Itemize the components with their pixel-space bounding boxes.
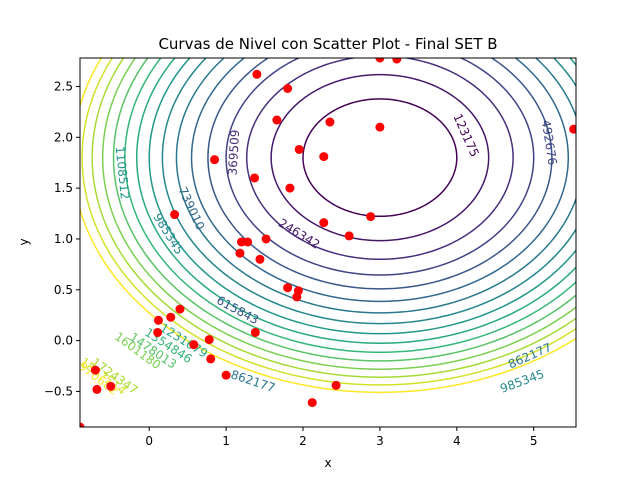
contour-line [124, 58, 576, 354]
contour-line [161, 58, 576, 325]
scatter-point [153, 327, 163, 337]
scatter-point [307, 398, 317, 408]
scatter-point [283, 83, 293, 93]
scatter-point [236, 237, 246, 247]
x-tick-label: 1 [222, 434, 230, 448]
contour-line [207, 58, 553, 290]
contour-line [135, 58, 576, 344]
y-tick-label: 0.5 [54, 283, 73, 297]
contour-line [91, 58, 576, 378]
scatter-point [204, 335, 214, 345]
scatter-point [375, 122, 385, 132]
contour-line [101, 58, 576, 370]
scatter-point [392, 58, 402, 64]
contour-line [245, 58, 514, 261]
contour-line [225, 58, 535, 276]
scatter-point [319, 152, 329, 162]
scatter-point [92, 384, 102, 394]
scatter-point [153, 315, 163, 325]
contour-label: 1108512 [113, 146, 132, 201]
contour-line [148, 58, 576, 335]
scatter-point [331, 380, 341, 390]
scatter-point [189, 340, 199, 350]
scatter-point [235, 248, 245, 258]
contour-lines [80, 58, 576, 394]
scatter-point [243, 237, 253, 247]
scatter-point [210, 155, 220, 165]
chart-title: Curvas de Nivel con Scatter Plot - Final… [158, 35, 497, 53]
contour-line [81, 58, 576, 386]
plot-frame [79, 57, 577, 428]
scatter-point [250, 173, 260, 183]
y-tick-label: 1.5 [54, 181, 73, 195]
x-axis-label: x [324, 456, 331, 470]
scatter-point [285, 183, 295, 193]
scatter-point [375, 58, 385, 63]
y-tick-label: 2.5 [54, 79, 73, 93]
scatter-point [283, 283, 293, 293]
scatter-point [366, 212, 376, 222]
x-tick-label: 4 [453, 434, 461, 448]
scatter-points [80, 58, 576, 427]
x-tick-label: 2 [299, 434, 307, 448]
scatter-point [170, 210, 180, 220]
contour-line [175, 58, 576, 314]
scatter-point [325, 117, 335, 127]
scatter-point [569, 124, 576, 134]
contour-line [270, 73, 490, 242]
scatter-point [294, 144, 304, 154]
x-tick-label: 5 [530, 434, 538, 448]
x-axis-ticks: 0 1 2 3 4 5 [145, 427, 538, 448]
scatter-point [261, 234, 271, 244]
y-tick-label: −0.5 [44, 384, 73, 398]
y-axis-ticks: −0.5 0.0 0.5 1.0 1.5 2.0 2.5 [44, 79, 80, 398]
scatter-point [206, 354, 216, 364]
y-tick-label: 2.0 [54, 130, 73, 144]
x-tick-label: 3 [376, 434, 384, 448]
contour-line [190, 58, 570, 303]
scatter-point [272, 115, 282, 125]
contour-line [112, 58, 576, 362]
scatter-point [250, 327, 260, 337]
x-tick-label: 0 [145, 434, 153, 448]
scatter-point [166, 312, 176, 322]
y-tick-label: 0.0 [54, 334, 73, 348]
scatter-point [106, 381, 116, 391]
contour-line [80, 58, 576, 394]
y-axis-label: y [17, 238, 31, 245]
scatter-point [221, 370, 231, 380]
y-tick-label: 1.0 [54, 232, 73, 246]
contour-line [302, 98, 458, 218]
contour-label: 369509 [225, 129, 242, 176]
scatter-point [344, 231, 354, 241]
scatter-point [175, 304, 185, 314]
scatter-point [90, 365, 100, 375]
contour-label: 492676 [539, 119, 560, 166]
scatter-point [252, 69, 262, 79]
scatter-point [255, 254, 265, 264]
scatter-point [80, 422, 85, 427]
scatter-point [319, 218, 329, 228]
scatter-point [292, 292, 302, 302]
